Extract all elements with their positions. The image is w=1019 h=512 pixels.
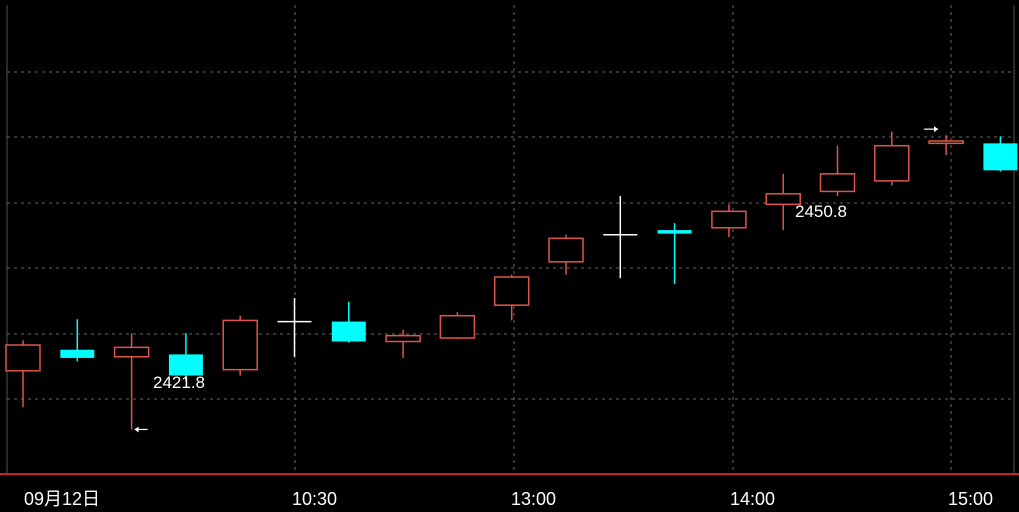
candle [983,136,1018,172]
x-tick-label: 10:30 [292,489,337,509]
candle-body [168,354,203,376]
candle-body [439,314,476,339]
candle [439,312,476,340]
candle-body [548,237,584,263]
candle-body [874,144,910,182]
x-tick-labels: 09月12日 10:30 13:00 14:00 15:00 [24,489,993,509]
candle-body [983,143,1018,171]
candles [5,131,1018,430]
candle-body [819,173,856,193]
candle-body [711,210,747,229]
candle [603,196,638,279]
candle [331,301,366,343]
candle [548,234,584,275]
candle [819,145,856,197]
candle [277,298,312,357]
candle [168,333,203,382]
x-tick-label: 15:00 [948,489,993,509]
candle-body [385,334,421,343]
candle [385,329,421,358]
candle-body [928,140,964,145]
candle-body [222,319,258,371]
annotation-arrow-head [934,126,939,133]
candle [874,131,910,186]
candle [222,315,258,376]
candle [60,319,95,362]
min-price-label: 2421.8 [153,373,205,392]
candle [928,135,964,156]
candle [711,204,747,238]
candle-body [657,230,692,234]
x-tick-label: 14:00 [730,489,775,509]
candle-body [60,349,95,358]
annotations: 2421.8 2450.8 [134,126,939,433]
candle-body [331,321,366,342]
x-tick-label: 13:00 [511,489,556,509]
x-tick-label: 09月12日 [24,489,100,509]
annotation-arrow-head [134,426,139,433]
candle-body [5,344,41,372]
max-price-label: 2450.8 [795,202,847,221]
candle [657,223,692,285]
candle-body [493,276,530,306]
candle [493,274,530,321]
grid-lines [7,5,1014,474]
candle-body [765,193,801,206]
candle [113,333,150,430]
candle [5,340,41,408]
candle [765,173,801,231]
candle-body [113,346,150,358]
